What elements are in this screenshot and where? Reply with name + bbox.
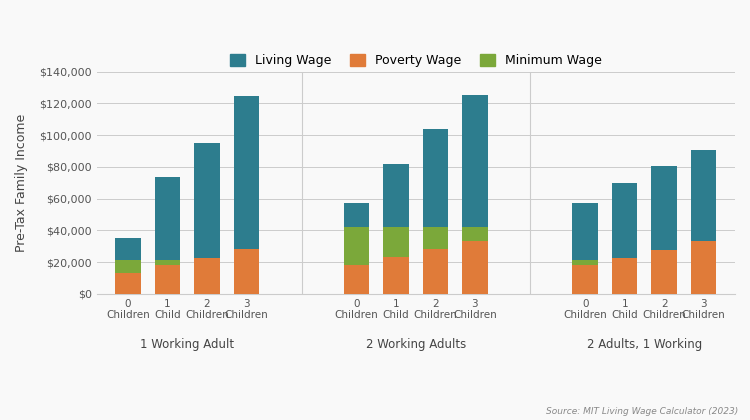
Text: Source: MIT Living Wage Calculator (2023): Source: MIT Living Wage Calculator (2023… bbox=[547, 407, 739, 416]
Bar bbox=[462, 227, 488, 242]
Bar bbox=[116, 238, 141, 294]
Bar bbox=[233, 249, 260, 294]
Bar bbox=[194, 143, 220, 294]
Bar bbox=[691, 150, 716, 294]
Legend: Living Wage, Poverty Wage, Minimum Wage: Living Wage, Poverty Wage, Minimum Wage bbox=[225, 49, 607, 72]
Text: 1 Working Adult: 1 Working Adult bbox=[140, 338, 234, 351]
Bar bbox=[154, 260, 180, 265]
Bar bbox=[154, 265, 180, 294]
Bar bbox=[572, 202, 598, 294]
Bar bbox=[344, 203, 370, 294]
Bar bbox=[691, 241, 716, 294]
Bar bbox=[116, 273, 141, 294]
Text: 2 Working Adults: 2 Working Adults bbox=[366, 338, 466, 351]
Bar bbox=[423, 129, 448, 294]
Bar bbox=[383, 227, 409, 257]
Bar bbox=[572, 265, 598, 294]
Bar bbox=[233, 96, 260, 294]
Bar bbox=[383, 164, 409, 294]
Bar bbox=[651, 250, 676, 294]
Text: 2 Adults, 1 Working: 2 Adults, 1 Working bbox=[586, 338, 702, 351]
Bar bbox=[344, 265, 370, 294]
Bar bbox=[423, 249, 448, 294]
Bar bbox=[572, 260, 598, 265]
Bar bbox=[462, 95, 488, 294]
Bar bbox=[612, 183, 638, 294]
Bar bbox=[116, 260, 141, 273]
Bar bbox=[612, 258, 638, 294]
Bar bbox=[383, 257, 409, 294]
Y-axis label: Pre-Tax Family Income: Pre-Tax Family Income bbox=[15, 114, 28, 252]
Bar bbox=[194, 258, 220, 294]
Bar bbox=[651, 166, 676, 294]
Bar bbox=[154, 177, 180, 294]
Bar bbox=[423, 227, 448, 249]
Bar bbox=[344, 227, 370, 265]
Bar bbox=[462, 241, 488, 294]
